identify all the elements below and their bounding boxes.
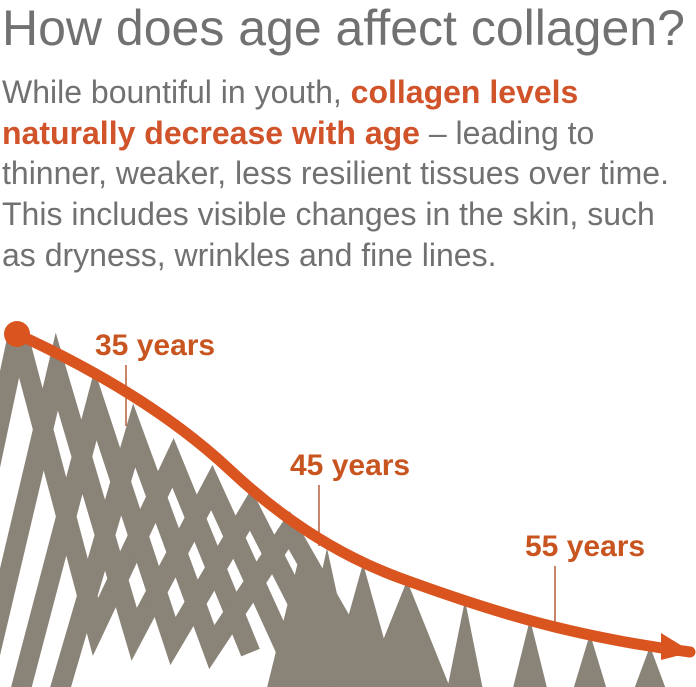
svg-text:35 years: 35 years [95,329,215,362]
svg-text:55 years: 55 years [525,530,645,563]
svg-text:45 years: 45 years [290,449,410,482]
